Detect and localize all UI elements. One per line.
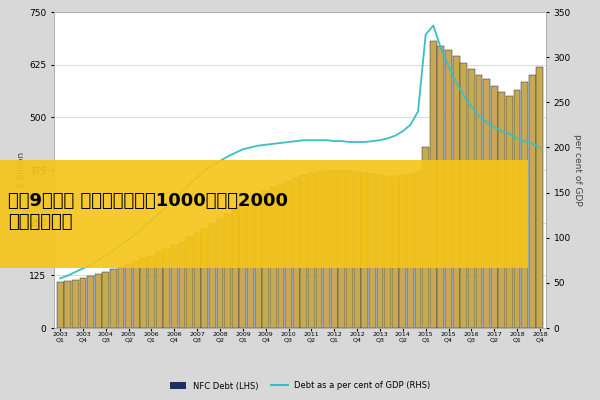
Bar xyxy=(460,62,467,328)
Bar xyxy=(140,258,147,328)
Bar xyxy=(361,173,368,328)
Bar xyxy=(430,42,437,328)
Bar xyxy=(301,176,307,328)
Bar xyxy=(179,242,185,328)
Text: 股用9倍配资 建科股份拟斥资1000万元至2000
万元回购股份: 股用9倍配资 建科股份拟斥资1000万元至2000 万元回购股份 xyxy=(8,192,288,231)
Bar xyxy=(262,191,269,328)
Bar xyxy=(308,173,315,328)
Bar xyxy=(163,249,170,328)
Legend: NFC Debt (LHS), Debt as a per cent of GDP (RHS): NFC Debt (LHS), Debt as a per cent of GD… xyxy=(166,378,434,394)
Bar xyxy=(64,281,71,328)
Bar xyxy=(415,172,421,328)
Y-axis label: £ billion: £ billion xyxy=(17,152,26,188)
Bar xyxy=(209,224,216,328)
Bar xyxy=(254,195,262,328)
Bar xyxy=(80,278,86,328)
Bar xyxy=(202,228,208,328)
Bar xyxy=(353,172,361,328)
Bar xyxy=(293,178,299,328)
Bar xyxy=(437,46,445,328)
Bar xyxy=(384,176,391,328)
Bar xyxy=(331,171,338,328)
Bar xyxy=(468,69,475,328)
Bar xyxy=(217,219,223,328)
Bar xyxy=(400,176,406,328)
Bar xyxy=(110,270,117,328)
Bar xyxy=(499,92,505,328)
Y-axis label: per cent of GDP: per cent of GDP xyxy=(573,134,582,206)
Bar xyxy=(338,171,346,328)
Bar xyxy=(155,252,163,328)
Bar xyxy=(529,75,536,328)
Bar xyxy=(491,86,497,328)
Bar xyxy=(278,184,284,328)
Bar xyxy=(232,209,239,328)
Bar xyxy=(422,147,429,328)
Bar xyxy=(239,204,247,328)
Bar xyxy=(521,82,528,328)
Bar xyxy=(87,276,94,328)
Bar xyxy=(125,264,132,328)
Bar xyxy=(95,274,101,328)
Bar xyxy=(103,272,109,328)
Bar xyxy=(377,175,383,328)
Bar xyxy=(270,187,277,328)
Bar xyxy=(453,56,460,328)
Bar xyxy=(323,171,330,328)
Bar xyxy=(506,96,513,328)
Bar xyxy=(346,171,353,328)
Bar xyxy=(285,180,292,328)
Bar xyxy=(194,233,200,328)
Bar xyxy=(56,282,64,328)
Bar xyxy=(407,174,414,328)
Bar xyxy=(476,75,482,328)
Bar xyxy=(514,90,520,328)
Bar xyxy=(118,267,124,328)
Bar xyxy=(316,172,322,328)
Bar xyxy=(392,176,398,328)
Bar xyxy=(369,174,376,328)
Bar xyxy=(72,280,79,328)
Bar xyxy=(536,67,544,328)
Bar xyxy=(171,246,178,328)
Bar xyxy=(148,256,155,328)
Bar xyxy=(224,214,231,328)
Bar xyxy=(133,262,140,328)
Bar xyxy=(445,50,452,328)
Bar xyxy=(247,200,254,328)
Bar xyxy=(186,238,193,328)
Bar xyxy=(483,80,490,328)
